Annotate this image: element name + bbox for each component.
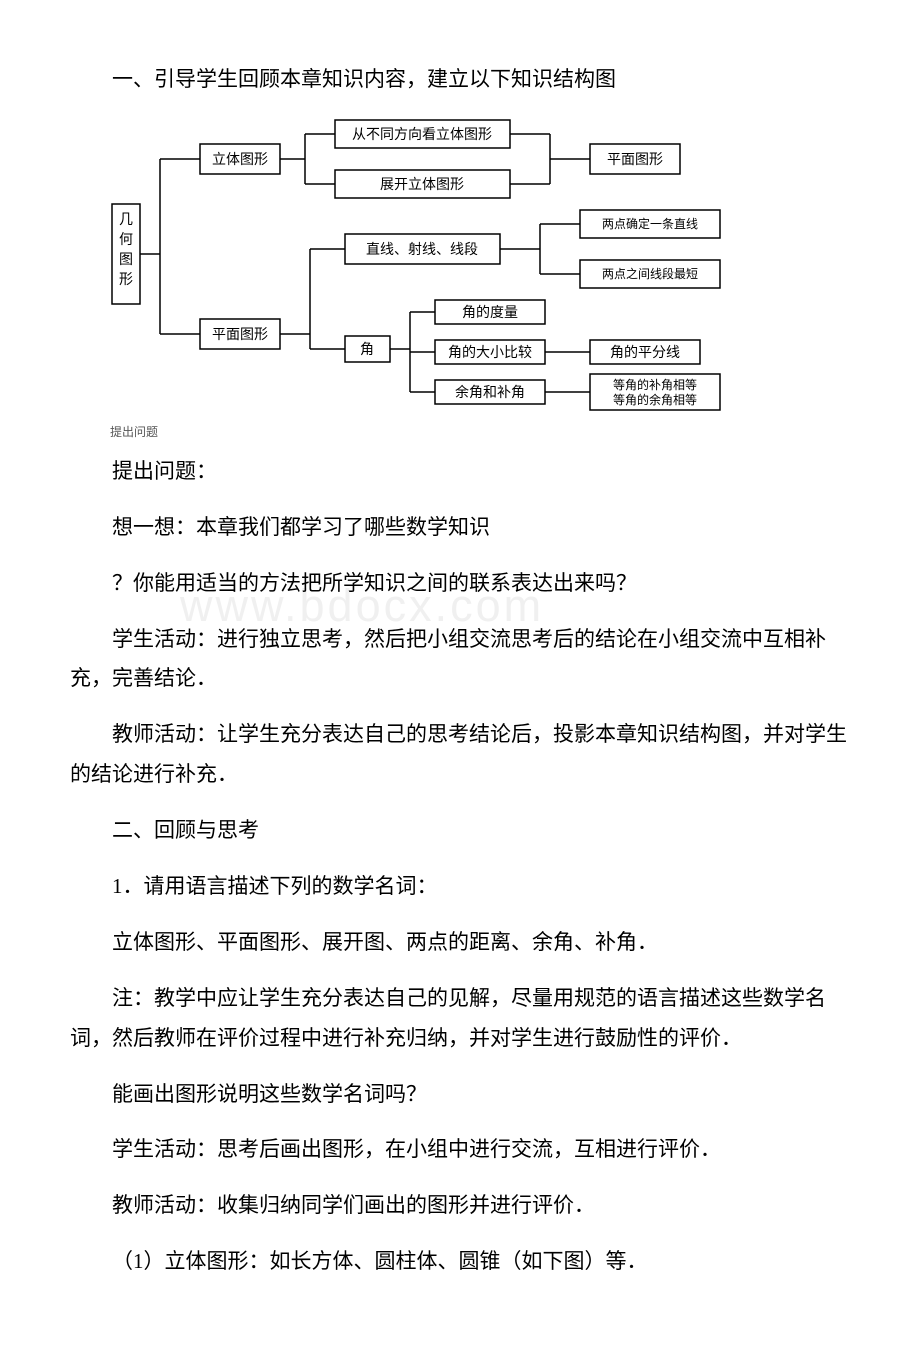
root-char3: 图 xyxy=(119,253,133,268)
d2r-label: 角的平分线 xyxy=(610,345,680,361)
angle-label: 角 xyxy=(360,342,374,358)
root-char1: 几 xyxy=(119,213,133,228)
right-pm-label: 平面图形 xyxy=(607,152,663,168)
d2-label: 角的大小比较 xyxy=(448,345,532,361)
c1-label: 从不同方向看立体图形 xyxy=(352,127,492,143)
midr2-label: 两点之间线段最短 xyxy=(602,266,698,281)
heading-2: 二、回顾与思考 xyxy=(70,811,850,851)
root-char4: 形 xyxy=(119,272,133,288)
p-question: ？你能用适当的方法把所学知识之间的联系表达出来吗？ xyxy=(70,564,850,604)
p-note: 注：教学中应让学生充分表达自己的见解，尽量用规范的语言描述这些数学名词，然后教师… xyxy=(70,979,850,1059)
heading-1: 一、引导学生回顾本章知识内容，建立以下知识结构图 xyxy=(70,60,850,100)
mid-label: 直线、射线、线段 xyxy=(366,241,478,258)
d3r-l2: 等角的余角相等 xyxy=(613,392,697,407)
p-teacher1: 教师活动：让学生充分表达自己的思考结论后，投影本章知识结构图，并对学生的结论进行… xyxy=(70,715,850,795)
p-student2: 学生活动：思考后画出图形，在小组中进行交流，互相进行评价． xyxy=(70,1130,850,1170)
p-teacher2: 教师活动：收集归纳同学们画出的图形并进行评价． xyxy=(70,1186,850,1226)
p-item1: 1．请用语言描述下列的数学名词： xyxy=(70,867,850,907)
midr1-label: 两点确定一条直线 xyxy=(602,216,698,231)
p-student1: 学生活动：进行独立思考，然后把小组交流思考后的结论在小组交流中互相补充，完善结论… xyxy=(70,620,850,700)
diagram-caption: 提出问题 xyxy=(110,423,850,440)
b1-label: 立体图形 xyxy=(212,152,268,168)
c2-label: 展开立体图形 xyxy=(380,177,464,193)
b2-label: 平面图形 xyxy=(212,327,268,343)
knowledge-diagram: 几 何 图 形 立体图形 从不同方向看立体图形 展开立体图形 平面图形 平面图形… xyxy=(110,114,850,440)
d1-label: 角的度量 xyxy=(462,305,518,321)
p-terms: 立体图形、平面图形、展开图、两点的距离、余角、补角． xyxy=(70,923,850,963)
diagram-svg: 几 何 图 形 立体图形 从不同方向看立体图形 展开立体图形 平面图形 平面图形… xyxy=(110,114,810,414)
p-think: 想一想：本章我们都学习了哪些数学知识 xyxy=(70,508,850,548)
p-eg1: （1）立体图形：如长方体、圆柱体、圆锥（如下图）等． xyxy=(70,1242,850,1282)
d3-label: 余角和补角 xyxy=(455,384,525,401)
d3r-l1: 等角的补角相等 xyxy=(613,377,697,392)
root-char2: 何 xyxy=(119,232,133,248)
p-prompt: 提出问题： xyxy=(70,452,850,492)
p-candraw: 能画出图形说明这些数学名词吗？ xyxy=(70,1075,850,1115)
